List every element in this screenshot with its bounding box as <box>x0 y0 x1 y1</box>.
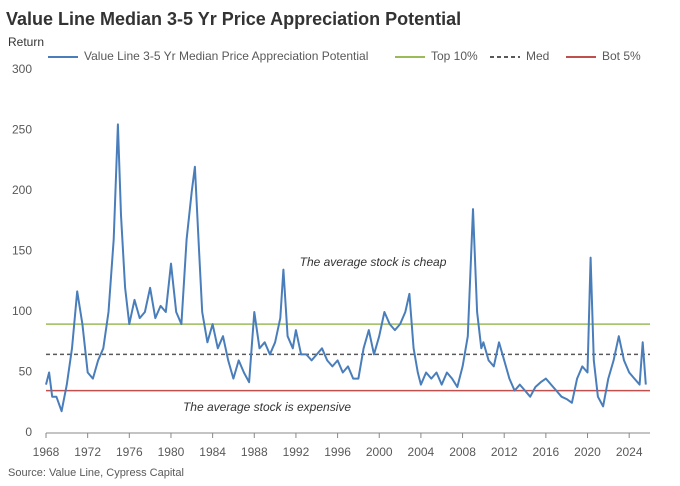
x-tick-label: 1996 <box>324 445 351 459</box>
x-tick-label: 1988 <box>241 445 268 459</box>
y-tick-label: 300 <box>12 62 32 76</box>
data-line <box>45 123 647 413</box>
source-note: Source: Value Line, Cypress Capital <box>8 467 184 479</box>
legend-label: Top 10% <box>431 49 478 63</box>
y-tick-label: 200 <box>12 183 32 197</box>
x-tick-label: 2008 <box>449 445 476 459</box>
x-tick-label: 1972 <box>74 445 101 459</box>
x-tick-label: 2012 <box>491 445 518 459</box>
legend-label: Bot 5% <box>602 49 641 63</box>
x-tick-label: 2000 <box>366 445 393 459</box>
annotation: The average stock is cheap <box>300 255 447 269</box>
y-tick-label: 0 <box>25 425 32 439</box>
x-tick-label: 2024 <box>616 445 643 459</box>
x-tick-label: 2004 <box>408 445 435 459</box>
x-tick-label: 1980 <box>158 445 185 459</box>
y-tick-label: 100 <box>12 304 32 318</box>
legend-label: Med <box>526 49 549 63</box>
y-axis-label: Return <box>8 35 44 49</box>
x-tick-label: 2016 <box>533 445 560 459</box>
y-tick-label: 50 <box>19 365 33 379</box>
x-tick-label: 1968 <box>33 445 60 459</box>
x-tick-label: 1992 <box>283 445 310 459</box>
y-tick-label: 150 <box>12 244 32 258</box>
y-tick-label: 250 <box>12 123 32 137</box>
x-tick-label: 2020 <box>574 445 601 459</box>
x-tick-label: 1984 <box>199 445 226 459</box>
chart-title: Value Line Median 3-5 Yr Price Appreciat… <box>6 9 461 29</box>
legend-label: Value Line 3-5 Yr Median Price Appreciat… <box>84 49 368 63</box>
x-tick-label: 1976 <box>116 445 143 459</box>
annotation: The average stock is expensive <box>183 400 351 414</box>
